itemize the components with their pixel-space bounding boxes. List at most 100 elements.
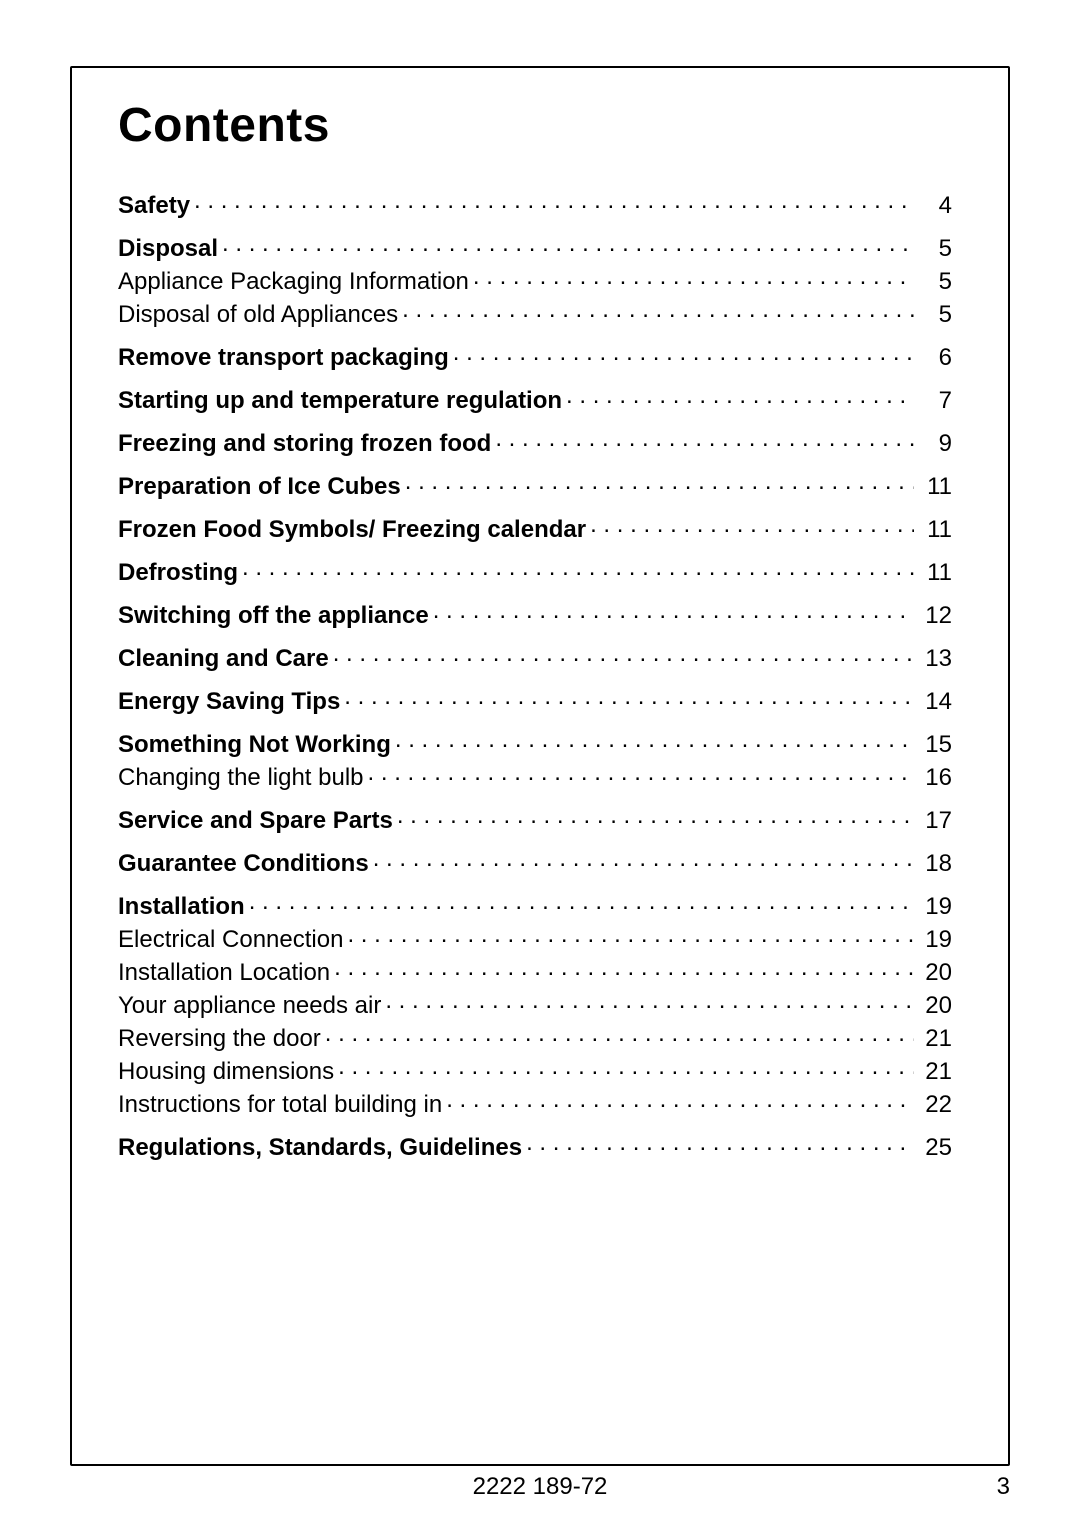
leader-dots — [446, 1088, 914, 1112]
toc-row: Cleaning and Care 13 — [118, 642, 952, 671]
toc-label: Remove transport packaging — [118, 346, 449, 370]
toc-row: Regulations, Standards, Guidelines 25 — [118, 1131, 952, 1160]
toc-label: Changing the light bulb — [118, 766, 364, 790]
toc-row: Electrical Connection19 — [118, 923, 952, 952]
leader-dots — [433, 599, 914, 623]
toc-row: Your appliance needs air 20 — [118, 989, 952, 1018]
toc-label: Energy Saving Tips — [118, 690, 340, 714]
toc-page-number: 5 — [918, 270, 952, 294]
toc-group: Safety4 — [118, 189, 952, 218]
toc-group: Switching off the appliance12 — [118, 599, 952, 628]
page: Contents Safety4Disposal5Appliance Packa… — [0, 0, 1080, 1529]
toc-group: Starting up and temperature regulation 7 — [118, 384, 952, 413]
toc-page-number: 21 — [918, 1060, 952, 1084]
toc-row: Changing the light bulb16 — [118, 761, 952, 790]
toc-label: Defrosting — [118, 561, 238, 585]
toc-group: Cleaning and Care 13 — [118, 642, 952, 671]
toc-page-number: 11 — [918, 518, 952, 542]
toc-label: Starting up and temperature regulation — [118, 389, 562, 413]
toc-row: Appliance Packaging Information 5 — [118, 265, 952, 294]
leader-dots — [338, 1055, 914, 1079]
footer-doc-number: 2222 189-72 — [0, 1473, 1080, 1501]
leader-dots — [473, 265, 914, 289]
leader-dots — [344, 685, 914, 709]
toc-row: Disposal of old Appliances 5 — [118, 298, 952, 327]
toc-label: Service and Spare Parts — [118, 809, 393, 833]
leader-dots — [590, 513, 914, 537]
toc-row: Guarantee Conditions 18 — [118, 847, 952, 876]
toc-row: Housing dimensions 21 — [118, 1055, 952, 1084]
toc-label: Your appliance needs air — [118, 994, 381, 1018]
toc-label: Instructions for total building in — [118, 1093, 442, 1117]
toc-page-number: 20 — [918, 994, 952, 1018]
toc-group: Regulations, Standards, Guidelines 25 — [118, 1131, 952, 1160]
toc-page-number: 18 — [918, 852, 952, 876]
toc-label: Preparation of Ice Cubes — [118, 475, 401, 499]
toc-label: Disposal of old Appliances — [118, 303, 398, 327]
toc-page-number: 11 — [918, 561, 952, 585]
toc-page-number: 19 — [918, 895, 952, 919]
toc-row: Service and Spare Parts 17 — [118, 804, 952, 833]
toc-label: Installation Location — [118, 961, 330, 985]
toc-page-number: 5 — [918, 303, 952, 327]
leader-dots — [397, 804, 914, 828]
toc-label: Installation — [118, 895, 245, 919]
toc-label: Electrical Connection — [118, 928, 343, 952]
toc-page-number: 20 — [918, 961, 952, 985]
toc-group: Guarantee Conditions 18 — [118, 847, 952, 876]
toc-page-number: 11 — [918, 475, 952, 499]
toc-page-number: 7 — [918, 389, 952, 413]
toc-row: Reversing the door 21 — [118, 1022, 952, 1051]
leader-dots — [373, 847, 914, 871]
leader-dots — [249, 890, 914, 914]
toc-label: Reversing the door — [118, 1027, 321, 1051]
leader-dots — [395, 728, 914, 752]
toc-label: Guarantee Conditions — [118, 852, 369, 876]
toc-group: Energy Saving Tips14 — [118, 685, 952, 714]
leader-dots — [368, 761, 914, 785]
toc-group: Preparation of Ice Cubes 11 — [118, 470, 952, 499]
toc-group: Defrosting 11 — [118, 556, 952, 585]
toc-group: Remove transport packaging6 — [118, 341, 952, 370]
toc-page-number: 21 — [918, 1027, 952, 1051]
toc-row: Something Not Working 15 — [118, 728, 952, 757]
toc-label: Something Not Working — [118, 733, 391, 757]
toc-row: Freezing and storing frozen food9 — [118, 427, 952, 456]
leader-dots — [347, 923, 914, 947]
table-of-contents: Safety4Disposal5Appliance Packaging Info… — [118, 189, 952, 1160]
leader-dots — [242, 556, 914, 580]
leader-dots — [194, 189, 914, 213]
footer-page-number: 3 — [997, 1473, 1010, 1501]
leader-dots — [495, 427, 914, 451]
toc-label: Disposal — [118, 237, 218, 261]
toc-row: Frozen Food Symbols/ Freezing calendar11 — [118, 513, 952, 542]
leader-dots — [334, 956, 914, 980]
toc-group: Disposal5Appliance Packaging Information… — [118, 232, 952, 327]
toc-row: Instructions for total building in22 — [118, 1088, 952, 1117]
toc-label: Regulations, Standards, Guidelines — [118, 1136, 522, 1160]
leader-dots — [333, 642, 914, 666]
leader-dots — [405, 470, 914, 494]
toc-label: Switching off the appliance — [118, 604, 429, 628]
toc-row: Defrosting 11 — [118, 556, 952, 585]
leader-dots — [385, 989, 914, 1013]
toc-row: Disposal 5 — [118, 232, 952, 261]
toc-page-number: 9 — [918, 432, 952, 456]
toc-group: Service and Spare Parts 17 — [118, 804, 952, 833]
toc-page-number: 17 — [918, 809, 952, 833]
toc-label: Appliance Packaging Information — [118, 270, 469, 294]
toc-label: Housing dimensions — [118, 1060, 334, 1084]
toc-row: Switching off the appliance12 — [118, 599, 952, 628]
leader-dots — [402, 298, 914, 322]
page-title: Contents — [118, 98, 952, 153]
leader-dots — [453, 341, 914, 365]
toc-row: Installation Location 20 — [118, 956, 952, 985]
toc-row: Energy Saving Tips14 — [118, 685, 952, 714]
toc-row: Remove transport packaging6 — [118, 341, 952, 370]
toc-group: Something Not Working 15 Changing the ligh… — [118, 728, 952, 790]
toc-page-number: 13 — [918, 647, 952, 671]
toc-page-number: 15 — [918, 733, 952, 757]
toc-label: Cleaning and Care — [118, 647, 329, 671]
toc-page-number: 25 — [918, 1136, 952, 1160]
toc-page-number: 5 — [918, 237, 952, 261]
